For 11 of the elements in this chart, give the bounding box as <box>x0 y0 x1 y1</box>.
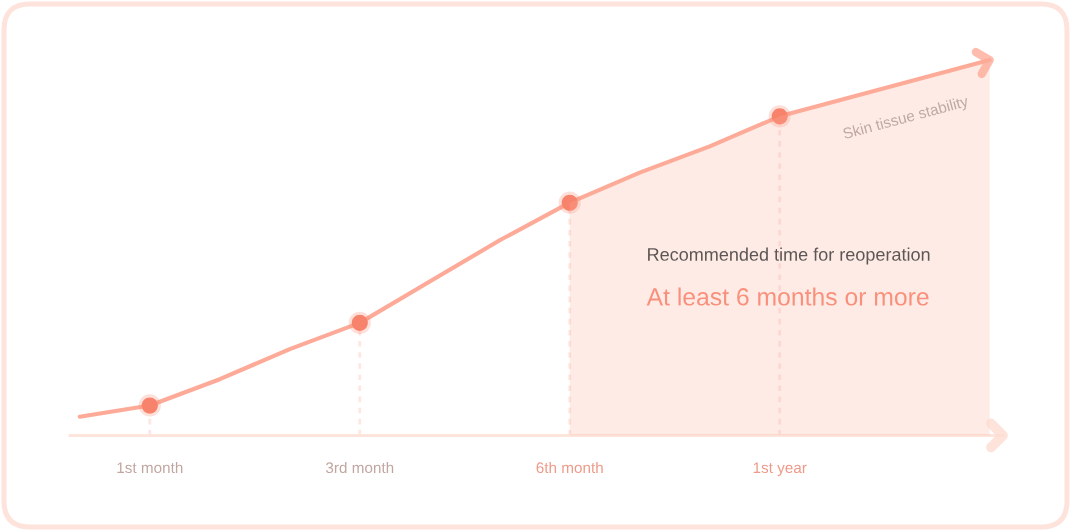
x-tick-label: 1st month <box>117 461 183 474</box>
text: Skin tissue stability <box>842 95 970 143</box>
annotation: At least 6 months or more <box>646 287 929 306</box>
point <box>558 191 581 214</box>
x-tick-label: 6th month <box>536 461 603 474</box>
point <box>768 105 791 128</box>
point <box>348 311 371 334</box>
x-tick-label: 1st year <box>753 462 807 477</box>
point <box>138 394 161 417</box>
x-tick-label: 3rd month <box>325 461 394 474</box>
annotation: Recommended time for reoperation <box>648 247 930 265</box>
